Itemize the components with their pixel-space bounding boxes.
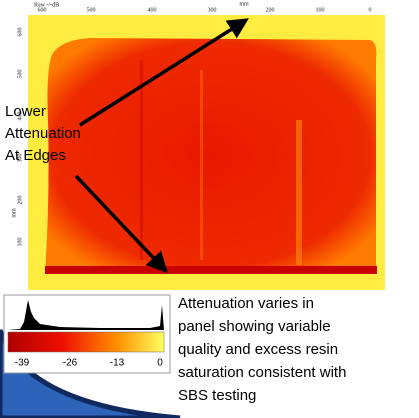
colorbar-tick-label: -39 xyxy=(15,358,30,369)
left-axis-unit: mm xyxy=(11,208,17,218)
top-tick-label: 0 xyxy=(369,7,372,13)
caption-line: saturation consistent with xyxy=(178,364,346,381)
left-tick-label: 200 xyxy=(17,196,23,205)
caption-line: quality and excess resin xyxy=(178,341,338,358)
left-tick-label: 100 xyxy=(17,238,23,247)
streak xyxy=(140,60,143,260)
top-tick-label: 600 xyxy=(38,7,47,13)
top-tick-label: 200 xyxy=(266,7,275,13)
annotation-line: Attenuation xyxy=(5,125,81,142)
histogram-panel xyxy=(3,294,171,374)
left-tick-label: 500 xyxy=(17,70,23,79)
colorbar-tick-label: -26 xyxy=(63,358,78,369)
scale-label: Raw -/-dB xyxy=(34,2,59,8)
arrow xyxy=(79,18,249,127)
left-tick-label: 400 xyxy=(17,112,23,121)
panel xyxy=(45,38,377,272)
histogram xyxy=(8,300,164,330)
annotation-line: At Edges xyxy=(5,147,66,164)
caption-line: panel showing variable xyxy=(178,318,331,335)
top-tick-label: 100 xyxy=(316,7,325,13)
caption-line: SBS testing xyxy=(178,387,256,404)
top-tick-label: 400 xyxy=(148,7,157,13)
colorbar-tick-label: 0 xyxy=(157,358,163,369)
panel-edge xyxy=(45,266,377,274)
arrow xyxy=(74,174,168,274)
streak xyxy=(296,120,302,265)
caption-line: Attenuation varies in xyxy=(178,295,314,312)
colorbar xyxy=(7,331,165,353)
top-tick-label: 300 xyxy=(208,7,217,13)
annotation-line: Lower xyxy=(5,103,46,120)
colorbar-tick-label: -13 xyxy=(110,358,125,369)
top-tick-label: 500 xyxy=(87,7,96,13)
streak xyxy=(200,70,203,260)
scan-image: Raw -/-dB mm mm xyxy=(11,1,385,290)
left-tick-label: 300 xyxy=(17,154,23,163)
left-tick-label: 600 xyxy=(17,28,23,37)
top-axis-unit: mm xyxy=(239,1,249,7)
